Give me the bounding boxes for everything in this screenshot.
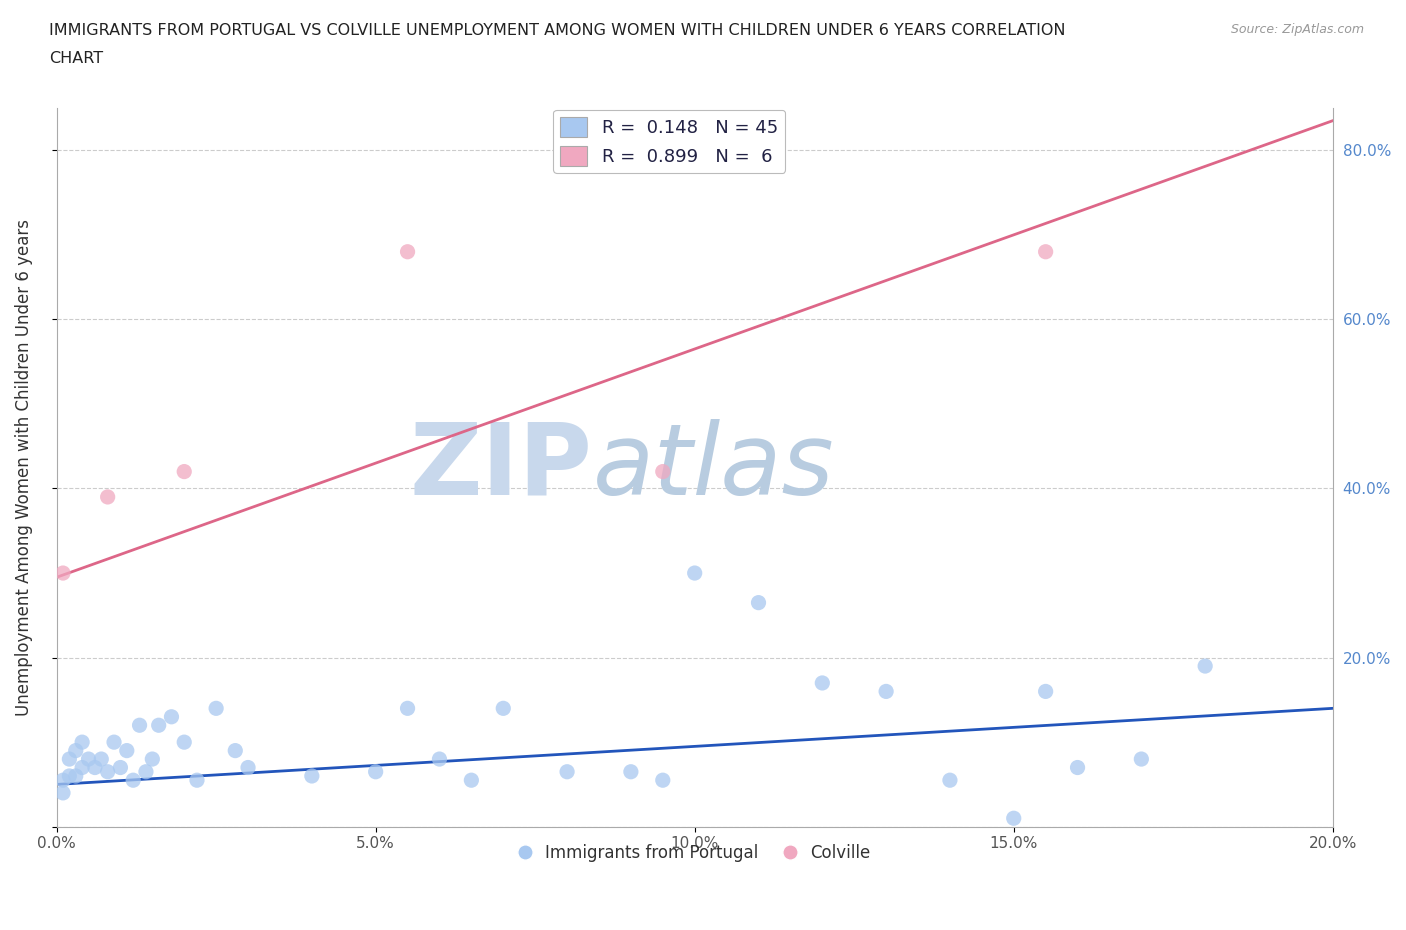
Point xyxy=(83,760,105,775)
Text: atlas: atlas xyxy=(592,418,834,516)
Point xyxy=(651,773,673,788)
Point xyxy=(70,735,93,750)
Point xyxy=(186,773,208,788)
Point xyxy=(173,464,195,479)
Point xyxy=(1035,684,1057,698)
Point xyxy=(77,751,100,766)
Point xyxy=(97,489,120,504)
Point xyxy=(555,764,578,779)
Point xyxy=(875,684,897,698)
Point xyxy=(135,764,157,779)
Point xyxy=(52,786,75,801)
Point xyxy=(224,743,246,758)
Point xyxy=(811,675,834,690)
Point xyxy=(683,565,706,580)
Point xyxy=(1066,760,1088,775)
Point xyxy=(110,760,132,775)
Point xyxy=(148,718,170,733)
Point xyxy=(747,595,769,610)
Point xyxy=(364,764,387,779)
Point xyxy=(103,735,125,750)
Point xyxy=(122,773,145,788)
Point xyxy=(1035,245,1057,259)
Point xyxy=(460,773,482,788)
Point xyxy=(939,773,962,788)
Point xyxy=(205,701,228,716)
Text: Source: ZipAtlas.com: Source: ZipAtlas.com xyxy=(1230,23,1364,36)
Point xyxy=(65,768,87,783)
Point xyxy=(1130,751,1153,766)
Point xyxy=(65,743,87,758)
Point xyxy=(1194,658,1216,673)
Point xyxy=(52,773,75,788)
Point xyxy=(651,464,673,479)
Y-axis label: Unemployment Among Women with Children Under 6 years: Unemployment Among Women with Children U… xyxy=(15,219,32,716)
Legend: Immigrants from Portugal, Colville: Immigrants from Portugal, Colville xyxy=(512,837,877,869)
Point xyxy=(52,565,75,580)
Point xyxy=(1002,811,1025,826)
Point xyxy=(90,751,112,766)
Point xyxy=(58,768,80,783)
Point xyxy=(115,743,138,758)
Text: ZIP: ZIP xyxy=(409,418,592,516)
Point xyxy=(492,701,515,716)
Point xyxy=(128,718,150,733)
Point xyxy=(70,760,93,775)
Point xyxy=(141,751,163,766)
Point xyxy=(396,701,419,716)
Point xyxy=(160,710,183,724)
Text: IMMIGRANTS FROM PORTUGAL VS COLVILLE UNEMPLOYMENT AMONG WOMEN WITH CHILDREN UNDE: IMMIGRANTS FROM PORTUGAL VS COLVILLE UNE… xyxy=(49,23,1066,38)
Point xyxy=(236,760,259,775)
Point xyxy=(58,751,80,766)
Point xyxy=(301,768,323,783)
Point xyxy=(396,245,419,259)
Point xyxy=(97,764,120,779)
Text: CHART: CHART xyxy=(49,51,103,66)
Point xyxy=(620,764,643,779)
Point xyxy=(429,751,451,766)
Point xyxy=(173,735,195,750)
